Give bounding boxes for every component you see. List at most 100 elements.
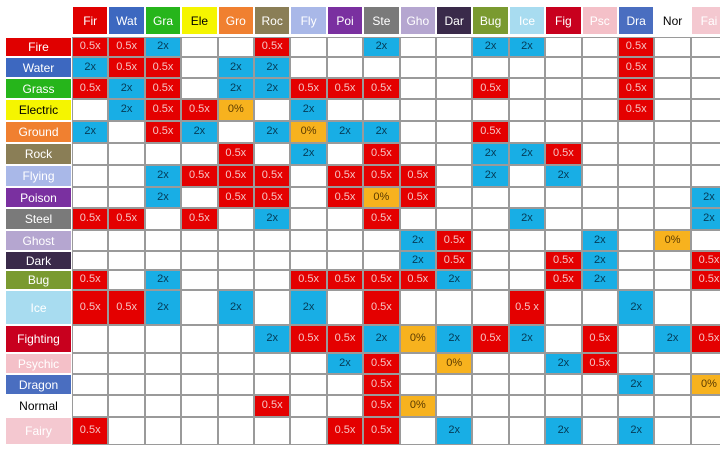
matchup-cell-steel-dar bbox=[436, 208, 473, 230]
matchup-cell-water-dra: 0.5x bbox=[618, 57, 655, 78]
matchup-cell-ground-ice bbox=[508, 121, 546, 143]
matchup-cell-ice-ice: 0.5 x bbox=[508, 290, 546, 325]
matchup-cell-dragon-fai: 0% bbox=[690, 374, 720, 395]
matchup-cell-bug-ste: 0.5x bbox=[363, 270, 400, 290]
matchup-cell-flying-fly bbox=[290, 165, 327, 187]
matchup-cell-normal-gro bbox=[217, 395, 254, 417]
column-header-fai: Fai bbox=[690, 6, 720, 35]
matchup-cell-electric-ste bbox=[363, 99, 400, 121]
row-header-electric: Electric bbox=[5, 99, 72, 121]
matchup-cell-dragon-fir bbox=[72, 374, 109, 395]
matchup-cell-ice-wat: 0.5x bbox=[108, 290, 145, 325]
matchup-cell-grass-nor bbox=[654, 78, 691, 99]
matchup-cell-dragon-gro bbox=[217, 374, 254, 395]
matchup-cell-ghost-fly bbox=[290, 230, 327, 251]
matchup-cell-flying-ice bbox=[508, 165, 546, 187]
row-header-grass: Grass bbox=[5, 78, 72, 99]
column-header-fly: Fly bbox=[290, 6, 327, 35]
matchup-cell-steel-gro bbox=[217, 208, 254, 230]
matchup-cell-psychic-fly bbox=[290, 353, 327, 374]
column-header-bug: Bug bbox=[472, 6, 509, 35]
matchup-cell-fairy-nor bbox=[654, 417, 691, 445]
matchup-cell-ice-fly: 2x bbox=[290, 290, 327, 325]
matchup-cell-dark-ste bbox=[363, 251, 400, 270]
matchup-cell-steel-gra bbox=[144, 208, 182, 230]
matchup-cell-water-poi bbox=[326, 57, 364, 78]
matchup-cell-ghost-fir bbox=[72, 230, 109, 251]
matchup-cell-electric-psc bbox=[581, 99, 618, 121]
matchup-cell-water-gho bbox=[399, 57, 436, 78]
matchup-cell-electric-roc bbox=[254, 99, 291, 121]
matchup-cell-ice-dar bbox=[436, 290, 473, 325]
matchup-cell-water-roc: 2x bbox=[254, 57, 291, 78]
matchup-cell-dragon-gho bbox=[399, 374, 436, 395]
matchup-cell-fairy-gro bbox=[217, 417, 254, 445]
matchup-cell-steel-bug bbox=[472, 208, 509, 230]
matchup-cell-fighting-fir bbox=[72, 325, 109, 353]
matchup-cell-grass-fig bbox=[545, 78, 582, 99]
matchup-cell-water-nor bbox=[654, 57, 691, 78]
matchup-cell-fire-wat: 0.5x bbox=[108, 37, 145, 57]
matchup-cell-dark-fly bbox=[290, 251, 327, 270]
matchup-cell-normal-poi bbox=[326, 395, 364, 417]
matchup-cell-dragon-nor bbox=[654, 374, 691, 395]
matchup-cell-dragon-ste: 0.5x bbox=[363, 374, 400, 395]
matchup-cell-fairy-wat bbox=[108, 417, 145, 445]
matchup-cell-electric-nor bbox=[654, 99, 691, 121]
matchup-cell-normal-fai bbox=[690, 395, 720, 417]
matchup-cell-poison-wat bbox=[108, 187, 145, 208]
matchup-cell-ground-gra: 0.5x bbox=[144, 121, 182, 143]
matchup-cell-grass-ice bbox=[508, 78, 546, 99]
matchup-cell-flying-fig: 2x bbox=[545, 165, 582, 187]
matchup-cell-poison-fig bbox=[545, 187, 582, 208]
column-header-dra: Dra bbox=[618, 6, 655, 35]
matchup-cell-ice-ste: 0.5x bbox=[363, 290, 400, 325]
matchup-cell-dragon-ele bbox=[181, 374, 218, 395]
matchup-cell-fighting-psc: 0.5x bbox=[581, 325, 618, 353]
row-header-ground: Ground bbox=[5, 121, 72, 143]
matchup-cell-normal-fly bbox=[290, 395, 327, 417]
matchup-cell-ice-nor bbox=[654, 290, 691, 325]
matchup-cell-fairy-gra bbox=[144, 417, 182, 445]
matchup-cell-dark-wat bbox=[108, 251, 145, 270]
matchup-cell-ice-bug bbox=[472, 290, 509, 325]
matchup-cell-ground-wat bbox=[108, 121, 145, 143]
row-header-fighting: Fighting bbox=[5, 325, 72, 353]
matchup-cell-psychic-dar: 0% bbox=[436, 353, 473, 374]
matchup-cell-bug-fai: 0.5x bbox=[690, 270, 720, 290]
matchup-cell-dragon-dra: 2x bbox=[618, 374, 655, 395]
matchup-cell-ground-fly: 0% bbox=[290, 121, 327, 143]
matchup-cell-electric-fai bbox=[690, 99, 720, 121]
matchup-cell-poison-bug bbox=[472, 187, 509, 208]
matchup-cell-fighting-dar: 2x bbox=[436, 325, 473, 353]
row-header-dark: Dark bbox=[5, 251, 72, 270]
matchup-cell-dragon-fig bbox=[545, 374, 582, 395]
matchup-cell-normal-roc: 0.5x bbox=[254, 395, 291, 417]
matchup-cell-flying-gra: 2x bbox=[144, 165, 182, 187]
matchup-cell-ice-poi bbox=[326, 290, 364, 325]
matchup-cell-steel-dra bbox=[618, 208, 655, 230]
matchup-cell-steel-fly bbox=[290, 208, 327, 230]
matchup-cell-poison-fai: 2x bbox=[690, 187, 720, 208]
row-header-bug: Bug bbox=[5, 270, 72, 290]
matchup-cell-fire-ste: 2x bbox=[363, 37, 400, 57]
matchup-cell-dragon-psc bbox=[581, 374, 618, 395]
matchup-cell-fighting-fly: 0.5x bbox=[290, 325, 327, 353]
matchup-cell-dark-dra bbox=[618, 251, 655, 270]
matchup-cell-steel-ste: 0.5x bbox=[363, 208, 400, 230]
matchup-cell-bug-wat bbox=[108, 270, 145, 290]
row-header-steel: Steel bbox=[5, 208, 72, 230]
matchup-cell-ground-psc bbox=[581, 121, 618, 143]
matchup-cell-flying-gro: 0.5x bbox=[217, 165, 254, 187]
matchup-cell-fairy-dra: 2x bbox=[618, 417, 655, 445]
matchup-cell-ground-gro bbox=[217, 121, 254, 143]
row-header-poison: Poison bbox=[5, 187, 72, 208]
matchup-cell-ice-fai bbox=[690, 290, 720, 325]
matchup-cell-electric-wat: 2x bbox=[108, 99, 145, 121]
row-header-water: Water bbox=[5, 57, 72, 78]
matchup-cell-fire-ele bbox=[181, 37, 218, 57]
matchup-cell-ground-poi: 2x bbox=[326, 121, 364, 143]
matchup-cell-ghost-fai bbox=[690, 230, 720, 251]
matchup-cell-flying-ste: 0.5x bbox=[363, 165, 400, 187]
